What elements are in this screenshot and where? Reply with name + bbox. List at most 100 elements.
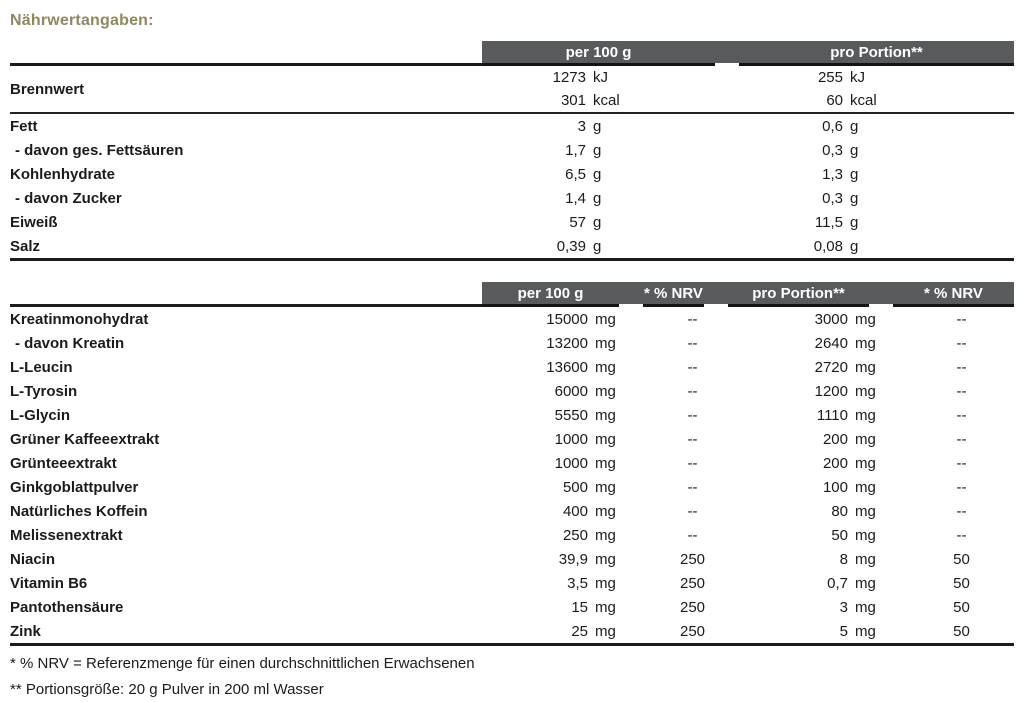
header-spacer xyxy=(10,41,482,66)
column-header-nrv-portion: * % NRV xyxy=(893,282,1014,307)
value-number: 5550 xyxy=(554,406,588,424)
nutrient-label: L-Tyrosin xyxy=(10,382,78,400)
table-separator xyxy=(10,261,1014,282)
value-number: 0,7 xyxy=(827,574,848,592)
value-number: 500 xyxy=(562,478,588,496)
actives-header-row: per 100 g * % NRV pro Portion** * % NRV xyxy=(10,282,1014,307)
nrv-per-100g: -- xyxy=(687,382,698,400)
value-number: 1,7 xyxy=(565,141,586,159)
value-number: 11,5 xyxy=(814,213,843,231)
nrv-per-100g: 250 xyxy=(679,574,706,592)
value-number: 2720 xyxy=(814,358,848,376)
nutrient-label: Eiweiß xyxy=(10,213,58,231)
value-number: 1273 xyxy=(552,69,586,86)
energy-per-100g: 1273 kJ 301 kcal xyxy=(482,66,739,112)
value-number: 13600 xyxy=(546,358,588,376)
column-header-nrv-100g: * % NRV xyxy=(643,282,704,307)
value-unit: mg xyxy=(595,310,616,328)
value-number: 250 xyxy=(562,526,588,544)
footnotes: * % NRV = Referenzmenge für einen durchs… xyxy=(10,650,1014,702)
value-number: 15000 xyxy=(546,310,588,328)
value-number: 1000 xyxy=(554,454,588,472)
column-header-per-100g: per 100 g xyxy=(482,41,715,66)
nrv-per-100g: -- xyxy=(687,430,698,448)
nutrient-label: Brennwert xyxy=(10,80,85,98)
value-unit: mg xyxy=(855,334,876,352)
table-row: Natürliches Koffein 400 mg -- 80 mg -- xyxy=(10,499,1014,523)
value-number: 3 xyxy=(577,117,586,135)
value-unit: mg xyxy=(595,622,616,640)
value-number: 50 xyxy=(831,526,848,544)
value-unit: mg xyxy=(855,406,876,424)
value-unit: g xyxy=(593,117,602,135)
table-row: Ginkgoblattpulver 500 mg -- 100 mg -- xyxy=(10,475,1014,499)
energy-pro-portion: 255 kJ 60 kcal xyxy=(739,66,1014,112)
value-unit: mg xyxy=(855,310,876,328)
value-unit: mg xyxy=(855,382,876,400)
value-number: 200 xyxy=(822,430,848,448)
value-number: 60 xyxy=(826,92,843,109)
value-unit: g xyxy=(593,213,602,231)
value-number: 0,39 xyxy=(556,237,586,255)
nrv-per-100g: -- xyxy=(687,358,698,376)
value-number: 0,3 xyxy=(822,141,843,159)
value-unit: kcal xyxy=(850,92,877,109)
value-unit: g xyxy=(850,213,859,231)
nrv-per-portion: 50 xyxy=(953,622,970,640)
value-number: 15 xyxy=(571,598,588,616)
table-row: Pantothensäure 15 mg 250 3 mg 50 xyxy=(10,595,1014,619)
nrv-per-100g: 250 xyxy=(679,598,706,616)
value-number: 1110 xyxy=(816,406,848,424)
nrv-per-100g: -- xyxy=(687,502,698,520)
value-number: 3000 xyxy=(814,310,848,328)
nutrient-label: Niacin xyxy=(10,550,56,568)
value-unit: mg xyxy=(855,598,876,616)
value-unit: mg xyxy=(595,502,616,520)
value-number: 25 xyxy=(571,622,588,640)
nrv-per-portion: -- xyxy=(956,358,967,376)
nutrient-label: - davon ges. Fettsäuren xyxy=(15,141,184,159)
column-header-pro-portion: pro Portion** xyxy=(739,41,1014,66)
value-unit: g xyxy=(593,165,602,183)
footnote-nrv: * % NRV = Referenzmenge für einen durchs… xyxy=(10,654,475,672)
nrv-per-portion: -- xyxy=(956,382,967,400)
value-unit: mg xyxy=(595,406,616,424)
value-unit: g xyxy=(593,189,602,207)
nutrient-label: Fett xyxy=(10,117,38,135)
value-number: 255 xyxy=(817,69,843,86)
value-number: 57 xyxy=(569,213,586,231)
value-unit: mg xyxy=(595,430,616,448)
value-number: 1200 xyxy=(814,382,848,400)
table-row: Melissenextrakt 250 mg -- 50 mg -- xyxy=(10,523,1014,547)
table-row: L-Tyrosin 6000 mg -- 1200 mg -- xyxy=(10,379,1014,403)
value-number: 2640 xyxy=(814,334,848,352)
header-gap xyxy=(869,282,893,307)
value-number: 6000 xyxy=(554,382,588,400)
value-unit: kJ xyxy=(593,69,608,86)
nrv-per-100g: -- xyxy=(687,334,698,352)
nutrient-label: Grünteeextrakt xyxy=(10,454,117,472)
nrv-per-100g: -- xyxy=(687,526,698,544)
value-unit: g xyxy=(850,189,859,207)
macros-header-row: per 100 g pro Portion** xyxy=(10,41,1014,66)
nrv-per-portion: -- xyxy=(956,430,967,448)
nrv-per-portion: -- xyxy=(956,526,967,544)
value-unit: mg xyxy=(855,502,876,520)
nrv-per-portion: -- xyxy=(956,478,967,496)
value-number: 80 xyxy=(831,502,848,520)
value-unit: mg xyxy=(855,430,876,448)
value-number: 400 xyxy=(562,502,588,520)
value-number: 0,6 xyxy=(822,117,843,135)
nutrient-label: Melissenextrakt xyxy=(10,526,123,544)
nutrient-label: Natürliches Koffein xyxy=(10,502,148,520)
table-row: L-Glycin 5550 mg -- 1110 mg -- xyxy=(10,403,1014,427)
nutrient-label: - davon Zucker xyxy=(15,189,122,207)
value-number: 0,08 xyxy=(813,237,843,255)
value-unit: mg xyxy=(855,526,876,544)
nutrient-label: Salz xyxy=(10,237,41,255)
table-row: Niacin 39,9 mg 250 8 mg 50 xyxy=(10,547,1014,571)
macros-header-bar: per 100 g pro Portion** xyxy=(482,41,1014,66)
